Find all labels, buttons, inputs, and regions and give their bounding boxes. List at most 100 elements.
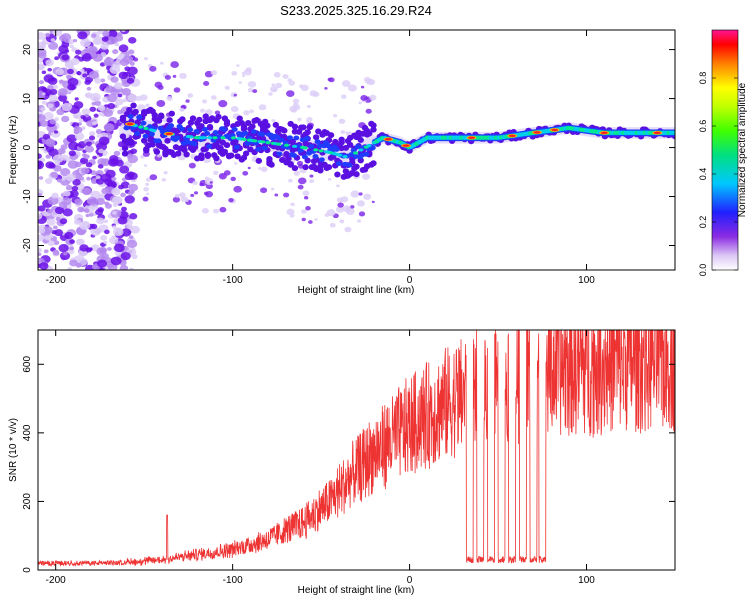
heatmap-noise-blob [258, 104, 267, 111]
heatmap-noise-blob [350, 205, 355, 209]
heatmap-noise-blob [83, 208, 90, 213]
heatmap-noise-blob [260, 187, 268, 194]
heatmap-noise-blob [128, 267, 134, 270]
heatmap-noise-blob [360, 85, 365, 89]
heatmap-hotspot [165, 132, 173, 136]
heatmap-noise-blob [111, 235, 116, 239]
heatmap-noise-blob [210, 95, 217, 100]
heatmap-noise-blob [90, 223, 98, 230]
heatmap-noise-blob [341, 80, 351, 88]
heatmap-noise-blob [358, 101, 362, 105]
heatmap-noise-blob [84, 93, 90, 98]
heatmap-noise-blob [360, 94, 368, 101]
heatmap-noise-blob [85, 162, 93, 168]
snr-y-axis: 0 200 400 600 [22, 356, 675, 573]
heatmap-hotspot [533, 131, 541, 134]
heatmap-noise-blob [94, 78, 102, 84]
heatmap-noise-blob [41, 92, 46, 96]
heatmap-noise-blob [41, 100, 47, 105]
heatmap-core [157, 113, 165, 120]
heatmap-noise-blob [301, 217, 306, 222]
heatmap-noise-blob [230, 176, 236, 182]
heatmap-band [335, 161, 342, 166]
heatmap-noise-blob [52, 30, 63, 37]
heatmap-noise-blob [48, 41, 59, 50]
heatmap-band [233, 144, 240, 150]
colorbar-tick-label: 0.0 [698, 264, 708, 277]
heatmap-core [213, 155, 220, 162]
heatmap-band [204, 131, 211, 136]
heatmap-hotspot [468, 136, 476, 139]
heatmap-noise-blob [66, 74, 72, 79]
heatmap-core [346, 141, 354, 148]
heatmap-noise-blob [104, 229, 110, 235]
heatmap-noise-blob [272, 88, 277, 92]
heatmap-noise-blob [51, 192, 59, 199]
heatmap-noise-blob [96, 217, 105, 225]
heatmap-noise-blob [118, 44, 129, 53]
heatmap-noise-blob [111, 210, 117, 215]
heatmap-noise-blob [340, 94, 347, 99]
heatmap-noise-blob [73, 101, 84, 109]
heatmap-band [231, 127, 238, 132]
heatmap-noise-blob [45, 161, 55, 169]
heatmap-noise-blob [85, 141, 92, 147]
heatmap-noise-blob [369, 94, 377, 101]
heatmap-band [301, 154, 308, 160]
heatmap-peak [207, 136, 213, 140]
heatmap-core [168, 110, 175, 117]
heatmap-noise-blob [103, 123, 115, 132]
heatmap-noise-blob [52, 154, 64, 164]
heatmap-noise-blob [340, 130, 346, 134]
heatmap-peak [201, 136, 207, 140]
heatmap-noise-blob [297, 164, 304, 169]
heatmap-band [325, 143, 332, 149]
heatmap-noise-blob [274, 193, 279, 197]
heatmap-noise-blob [74, 97, 79, 101]
heatmap-noise-blob [342, 205, 351, 213]
heatmap-noise-blob [192, 180, 198, 186]
heatmap-core [240, 126, 248, 133]
heatmap-core [121, 145, 129, 152]
heatmap-noise-blob [166, 95, 173, 101]
heatmap-band [134, 131, 141, 136]
heatmap-noise-blob [143, 186, 150, 192]
heatmap-noise-blob [129, 189, 135, 194]
heatmap-noise-blob [64, 49, 70, 53]
colorbar: 0.0 0.2 0.4 0.6 0.8 Normalized spectral ampl… [698, 29, 748, 277]
heatmap-band [278, 137, 285, 143]
heatmap-noise-blob [326, 209, 336, 217]
heatmap-noise-blob [81, 108, 91, 116]
heatmap-frame [37, 29, 676, 271]
heatmap-noise-blob [337, 202, 344, 208]
heatmap-noise-blob [302, 190, 310, 196]
heatmap-noise-blob [314, 218, 318, 221]
heatmap-noise-blob [339, 219, 345, 224]
heatmap-noise-blob [203, 81, 210, 86]
heatmap-core [234, 153, 241, 160]
heatmap-noise-blob [260, 166, 268, 173]
heatmap-noise-blob [110, 256, 122, 266]
heatmap-noise-blob [80, 114, 86, 120]
heatmap-noise-blob [172, 196, 181, 203]
heatmap-noise-blob [187, 93, 194, 98]
heatmap-noise-blob [67, 267, 73, 270]
heatmap-noise-blob [97, 30, 104, 35]
heatmap-noise-blob [336, 184, 340, 188]
heatmap-band [274, 134, 281, 140]
heatmap-noise-blob [127, 49, 135, 55]
heatmap-x-axis: -200 -100 0 100 [46, 30, 595, 286]
heatmap-noise-blob [97, 104, 106, 111]
heatmap-noise-blob [75, 238, 85, 246]
heatmap-core [128, 139, 135, 146]
heatmap-noise-blob [117, 216, 128, 225]
heatmap-noise-blob [59, 218, 68, 225]
y-tick-label: -20 [22, 238, 33, 253]
heatmap-noise-blob [365, 108, 372, 114]
heatmap-band [354, 144, 361, 150]
heatmap-noise-blob [95, 208, 103, 216]
heatmap-noise-blob [55, 216, 61, 222]
heatmap-band [314, 139, 321, 145]
heatmap-noise-blob [308, 220, 313, 224]
heatmap-core [174, 150, 182, 157]
